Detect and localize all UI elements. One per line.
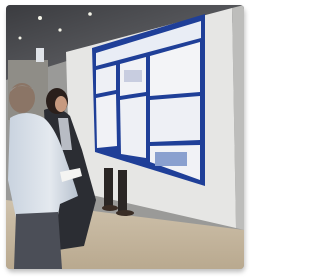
person-leg xyxy=(104,168,113,208)
ceiling-light xyxy=(19,37,22,40)
shoe xyxy=(102,205,118,211)
person-leg xyxy=(118,170,127,212)
poster-figure xyxy=(124,70,142,82)
ceiling-light xyxy=(58,28,61,31)
ceiling-light xyxy=(88,12,92,16)
poster-panel xyxy=(120,96,146,158)
page: (() => { const data = JSON.parse(documen… xyxy=(0,0,251,278)
photo xyxy=(6,5,244,269)
poster-panel xyxy=(96,65,116,94)
woman-face xyxy=(55,96,67,112)
poster-figure xyxy=(155,152,187,166)
shoe xyxy=(116,210,134,216)
ceiling-light xyxy=(38,16,42,20)
poster-panel xyxy=(150,96,200,142)
hanging-sign xyxy=(36,48,44,62)
photo-frame xyxy=(0,0,251,278)
man-head xyxy=(9,83,35,113)
poster-panel xyxy=(96,94,117,148)
man-trousers xyxy=(14,212,62,269)
